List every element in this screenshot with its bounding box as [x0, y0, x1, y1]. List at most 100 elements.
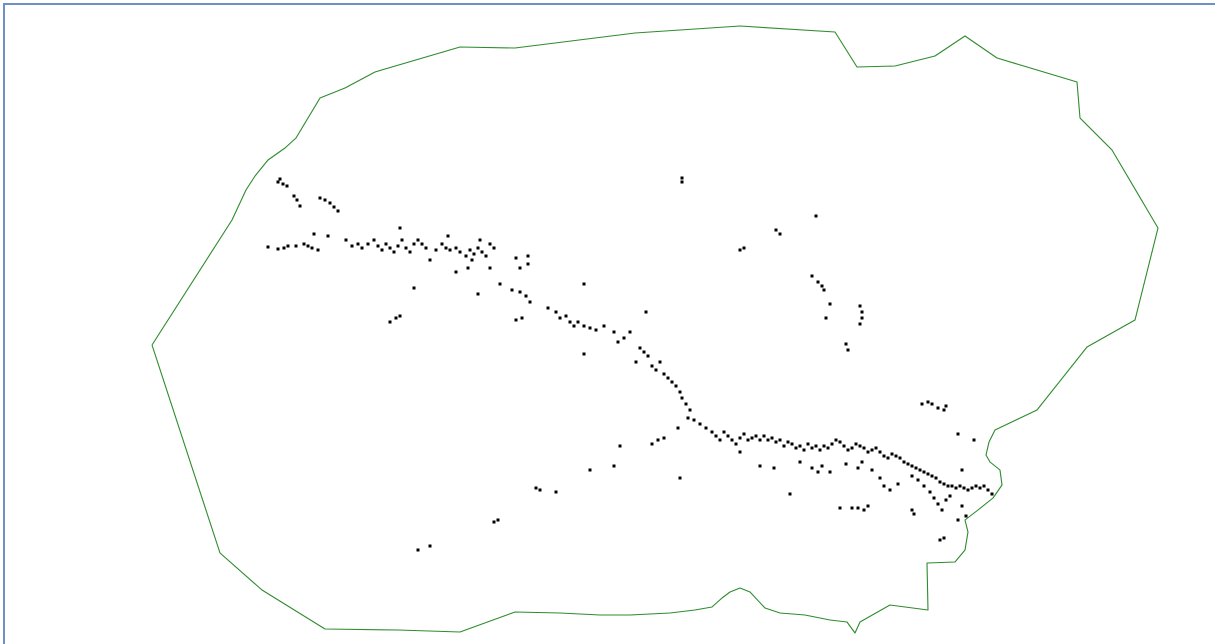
- point-marker: [956, 518, 960, 522]
- point-marker: [518, 290, 522, 294]
- point-marker: [912, 512, 916, 516]
- point-marker: [850, 446, 854, 450]
- point-marker: [960, 468, 964, 472]
- point-marker: [794, 446, 798, 450]
- point-marker: [974, 484, 978, 488]
- point-marker: [464, 254, 468, 258]
- point-marker: [312, 232, 316, 236]
- point-marker: [806, 442, 810, 446]
- point-marker: [920, 402, 924, 406]
- point-marker: [646, 354, 650, 358]
- point-marker: [866, 450, 870, 454]
- point-marker: [686, 416, 690, 420]
- point-marker: [492, 246, 496, 250]
- point-marker: [670, 380, 674, 384]
- point-marker: [392, 250, 396, 254]
- point-marker: [680, 180, 684, 184]
- point-marker: [960, 504, 964, 508]
- point-marker: [774, 440, 778, 444]
- point-marker: [758, 438, 762, 442]
- point-marker: [704, 426, 708, 430]
- point-marker: [408, 250, 412, 254]
- point-marker: [790, 442, 794, 446]
- point-marker: [814, 214, 818, 218]
- point-marker: [554, 310, 558, 314]
- point-marker: [416, 548, 420, 552]
- point-marker: [860, 310, 864, 314]
- point-marker: [946, 484, 950, 488]
- point-marker: [878, 476, 882, 480]
- point-marker: [538, 488, 542, 492]
- point-marker: [774, 228, 778, 232]
- point-marker: [986, 488, 990, 492]
- point-marker: [822, 288, 826, 292]
- point-marker: [676, 426, 680, 430]
- point-marker: [295, 198, 299, 202]
- point-marker: [310, 246, 314, 250]
- point-marker: [856, 506, 860, 510]
- point-marker: [978, 486, 982, 490]
- point-marker: [798, 460, 802, 464]
- point-marker: [680, 396, 684, 400]
- point-marker: [990, 492, 994, 496]
- point-marker: [558, 316, 562, 320]
- point-marker: [838, 506, 842, 510]
- point-marker: [328, 201, 332, 205]
- point-marker: [588, 326, 592, 330]
- point-marker: [942, 482, 946, 486]
- point-marker: [944, 404, 948, 408]
- point-marker: [870, 448, 874, 452]
- point-marker: [285, 184, 289, 188]
- point-marker: [962, 486, 966, 490]
- point-marker: [650, 442, 654, 446]
- point-marker: [814, 444, 818, 448]
- point-marker: [266, 245, 270, 249]
- point-marker: [820, 464, 824, 468]
- point-marker: [750, 436, 754, 440]
- point-marker: [298, 204, 302, 208]
- point-marker: [638, 346, 642, 350]
- point-marker: [846, 348, 850, 352]
- point-marker: [738, 248, 742, 252]
- settlement-points: [266, 176, 994, 552]
- point-marker: [400, 238, 404, 242]
- point-marker: [276, 180, 280, 184]
- point-marker: [742, 246, 746, 250]
- point-marker: [662, 436, 666, 440]
- point-marker: [282, 246, 286, 250]
- point-marker: [568, 320, 572, 324]
- point-marker: [922, 484, 926, 488]
- point-marker: [826, 446, 830, 450]
- point-marker: [742, 432, 746, 436]
- point-marker: [886, 456, 890, 460]
- point-marker: [882, 454, 886, 458]
- point-marker: [874, 446, 878, 450]
- point-marker: [778, 232, 782, 236]
- point-marker: [860, 316, 864, 320]
- point-marker: [882, 484, 886, 488]
- point-marker: [416, 238, 420, 242]
- point-marker: [470, 258, 474, 262]
- point-marker: [816, 280, 820, 284]
- point-marker: [890, 452, 894, 456]
- point-marker: [384, 242, 388, 246]
- point-marker: [344, 238, 348, 242]
- point-marker: [802, 448, 806, 452]
- point-marker: [286, 244, 290, 248]
- point-marker: [970, 486, 974, 490]
- point-marker: [922, 470, 926, 474]
- point-marker: [514, 256, 518, 260]
- point-marker: [454, 270, 458, 274]
- point-marker: [276, 247, 280, 251]
- point-marker: [738, 436, 742, 440]
- point-marker: [856, 466, 860, 470]
- point-marker: [942, 408, 946, 412]
- point-marker: [278, 177, 282, 181]
- point-marker: [428, 258, 432, 262]
- point-marker: [602, 324, 606, 328]
- point-marker: [444, 246, 448, 250]
- point-marker: [846, 448, 850, 452]
- point-marker: [936, 502, 940, 506]
- point-marker: [906, 462, 910, 466]
